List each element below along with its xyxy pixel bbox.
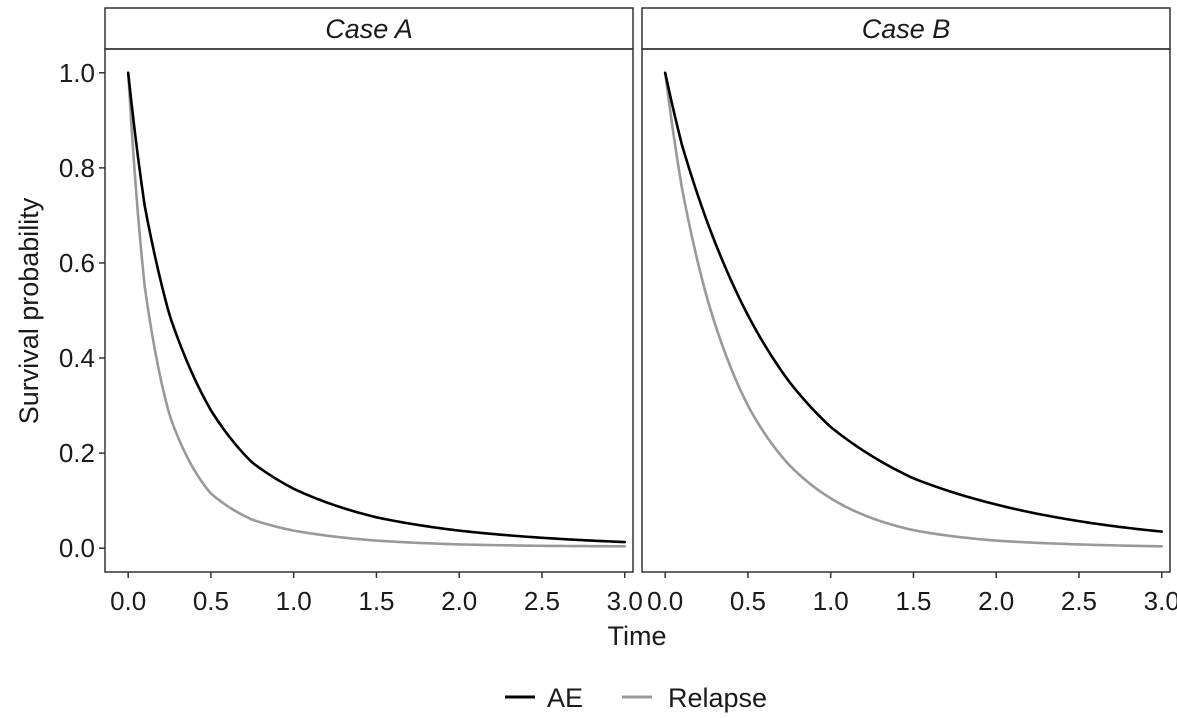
series-group-case-a — [126, 71, 627, 548]
panel-title-case-a: Case A — [325, 14, 413, 44]
y-axis-title: Survival probability — [14, 197, 44, 424]
x-axis-case-a: 0.0 0.5 1.0 1.5 2.0 2.5 3.0 — [110, 572, 643, 616]
x-axis-title: Time — [608, 621, 667, 651]
panel-case-a: Case A 0.0 0.5 1.0 1.5 2.0 2.5 3.0 — [104, 7, 643, 616]
x-tick-label-case-b: 0.5 — [730, 586, 766, 616]
series-line-ae-case-b — [663, 71, 1164, 533]
x-tick-label-case-b: 0.0 — [647, 586, 683, 616]
x-tick-label-case-a: 1.0 — [276, 586, 312, 616]
x-tick-label-case-b: 3.0 — [1144, 586, 1177, 616]
series-line-ae-case-a — [126, 71, 627, 544]
y-tick-label: 1.0 — [59, 58, 95, 88]
x-tick-label-case-a: 0.5 — [193, 586, 229, 616]
series-line-relapse-case-b — [663, 71, 1164, 548]
panel-case-b: Case B 0.0 0.5 1.0 1.5 2.0 2.5 3.0 — [641, 7, 1177, 616]
y-tick-label: 0.6 — [59, 248, 95, 278]
strip-case-a — [104, 7, 634, 50]
x-tick-label-case-a: 1.5 — [358, 586, 394, 616]
legend-label-ae: AE — [547, 683, 583, 713]
x-tick-label-case-b: 2.0 — [978, 586, 1014, 616]
y-tick-label: 0.8 — [59, 153, 95, 183]
panel-title-case-b: Case B — [862, 14, 951, 44]
x-axis-case-b: 0.0 0.5 1.0 1.5 2.0 2.5 3.0 — [647, 572, 1177, 616]
x-tick-label-case-b: 2.5 — [1061, 586, 1097, 616]
x-tick-label-case-b: 1.5 — [895, 586, 931, 616]
y-tick-label: 0.2 — [59, 438, 95, 468]
panel-border-case-a — [104, 48, 634, 573]
series-group-case-b — [663, 71, 1164, 548]
x-tick-label-case-b: 1.0 — [813, 586, 849, 616]
legend-label-relapse: Relapse — [668, 683, 767, 713]
x-tick-label-case-a: 3.0 — [607, 586, 643, 616]
legend: AE Relapse — [505, 683, 767, 713]
y-tick-label: 0.4 — [59, 343, 95, 373]
y-tick-label: 0.0 — [59, 533, 95, 563]
x-tick-label-case-a: 2.5 — [524, 586, 560, 616]
panel-border-case-b — [641, 48, 1171, 573]
y-axis: 0.0 0.2 0.4 0.6 0.8 1.0 — [59, 58, 105, 563]
series-line-relapse-case-a — [126, 71, 627, 548]
x-tick-label-case-a: 0.0 — [110, 586, 146, 616]
x-tick-label-case-a: 2.0 — [441, 586, 477, 616]
